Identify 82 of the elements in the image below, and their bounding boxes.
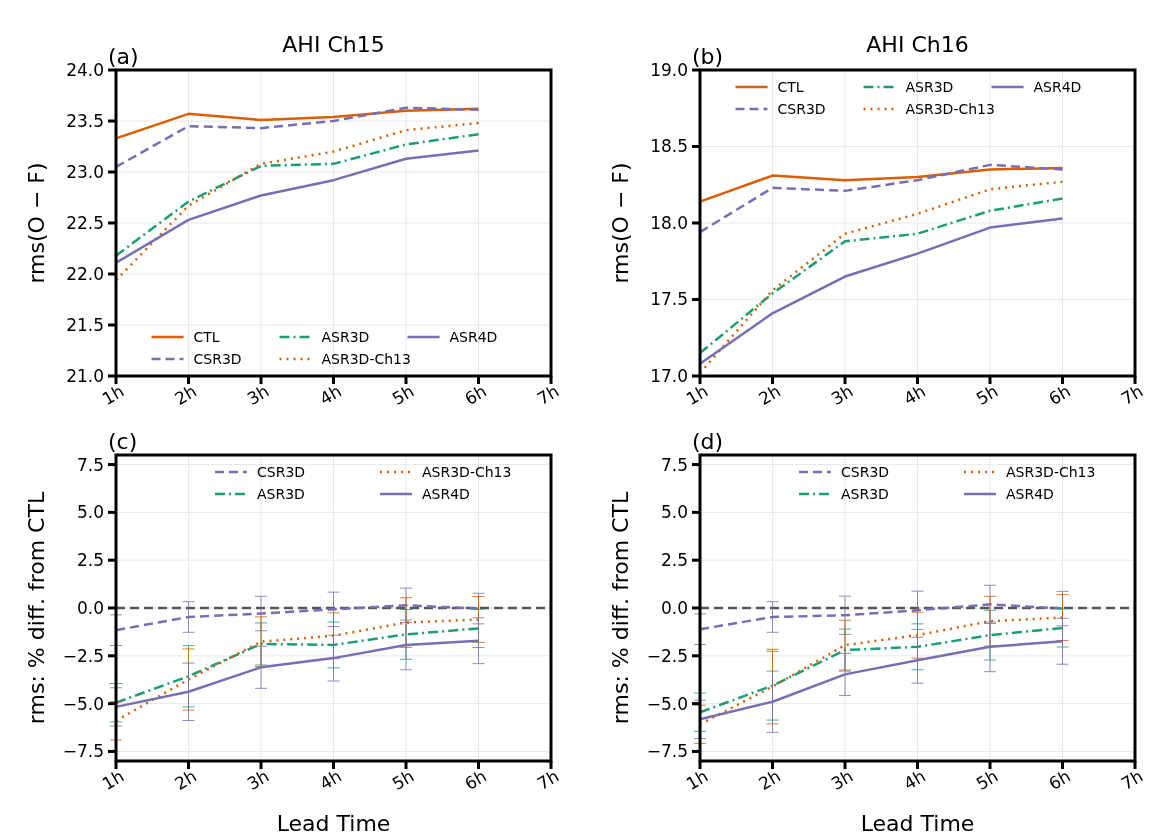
- x-tick-label: 6h: [461, 380, 490, 409]
- x-tick-label: 2h: [171, 380, 200, 409]
- text: (c): [108, 429, 138, 454]
- legend-label: CSR3D: [777, 100, 826, 117]
- legend-label: ASR3D-Ch13: [321, 350, 411, 367]
- x-tick-label: 7h: [1117, 765, 1147, 794]
- y-axis-title: rms(O − F): [24, 162, 49, 284]
- text: (a): [108, 44, 139, 69]
- x-tick-label: 5h: [388, 765, 418, 794]
- y-tick-label: −7.5: [646, 741, 688, 762]
- y-tick-label: 2.5: [76, 550, 104, 571]
- x-tick-label: 4h: [900, 765, 929, 794]
- x-tick-label: 3h: [243, 765, 273, 794]
- y-axis-title: rms(O − F): [608, 162, 633, 284]
- y-tick-label: 7.5: [76, 454, 104, 475]
- chart-title: AHI Ch16: [866, 32, 969, 57]
- x-tick-label: 1h: [682, 765, 712, 794]
- legend-label: ASR3D: [257, 485, 305, 502]
- y-axis-title: rms: % diff. from CTL: [608, 491, 633, 725]
- legend-label: ASR4D: [422, 485, 470, 502]
- legend-label: CSR3D: [193, 350, 242, 367]
- x-axis-title: Lead Time: [276, 811, 391, 836]
- y-axis-title: rms: % diff. from CTL: [24, 491, 49, 725]
- text: (d): [692, 429, 724, 454]
- legend-label: ASR4D: [1006, 485, 1054, 502]
- x-tick-label: 3h: [243, 380, 273, 409]
- x-axis-title: Lead Time: [860, 811, 975, 836]
- legend-label: ASR3D: [841, 485, 889, 502]
- x-tick-label: 4h: [316, 765, 345, 794]
- y-tick-label: 22.0: [66, 263, 104, 284]
- legend-label: ASR3D-Ch13: [905, 100, 995, 117]
- y-tick-label: 23.5: [66, 110, 104, 131]
- y-tick-label: 17.5: [650, 289, 688, 310]
- y-tick-label: 5.0: [660, 502, 688, 523]
- legend-label: CTL: [193, 328, 220, 345]
- y-tick-label: 24.0: [66, 59, 104, 80]
- y-tick-label: 7.5: [660, 454, 688, 475]
- y-tick-label: 23.0: [66, 161, 104, 182]
- legend-label: ASR3D-Ch13: [422, 463, 512, 480]
- y-tick-label: 2.5: [660, 550, 688, 571]
- x-tick-label: 5h: [388, 380, 418, 409]
- x-tick-label: 7h: [533, 380, 563, 409]
- y-tick-label: −2.5: [646, 645, 688, 666]
- x-tick-label: 3h: [827, 765, 857, 794]
- y-tick-label: 0.0: [660, 597, 688, 618]
- legend-label: ASR4D: [449, 328, 498, 345]
- y-tick-label: −7.5: [62, 741, 104, 762]
- legend-label: ASR3D: [905, 78, 954, 95]
- chart-title: AHI Ch15: [282, 32, 385, 57]
- legend-label: ASR4D: [1033, 78, 1082, 95]
- y-tick-label: 21.0: [66, 365, 104, 386]
- x-tick-label: 6h: [461, 765, 490, 794]
- y-tick-label: −5.0: [646, 693, 688, 714]
- y-tick-label: 0.0: [76, 597, 104, 618]
- y-tick-label: −2.5: [62, 645, 104, 666]
- x-tick-label: 5h: [972, 765, 1002, 794]
- legend-label: CSR3D: [257, 463, 306, 480]
- x-tick-label: 7h: [1117, 380, 1147, 409]
- x-tick-label: 5h: [972, 380, 1002, 409]
- x-tick-label: 3h: [827, 380, 857, 409]
- y-tick-label: 17.0: [650, 365, 688, 386]
- text: (b): [692, 44, 724, 69]
- x-tick-label: 2h: [755, 380, 784, 409]
- x-tick-label: 6h: [1045, 765, 1074, 794]
- legend-label: ASR3D: [321, 328, 370, 345]
- x-tick-label: 4h: [316, 380, 345, 409]
- y-tick-label: 21.5: [66, 314, 104, 335]
- legend-label: CTL: [777, 78, 804, 95]
- y-tick-label: 5.0: [76, 502, 104, 523]
- x-tick-label: 1h: [98, 765, 128, 794]
- legend-label: ASR3D-Ch13: [1006, 463, 1096, 480]
- x-tick-label: 4h: [900, 380, 929, 409]
- y-tick-label: −5.0: [62, 693, 104, 714]
- y-tick-label: 18.5: [650, 136, 688, 157]
- x-tick-label: 6h: [1045, 380, 1074, 409]
- x-tick-label: 2h: [755, 765, 784, 794]
- legend-label: CSR3D: [841, 463, 890, 480]
- x-tick-label: 7h: [533, 765, 563, 794]
- y-tick-label: 19.0: [650, 59, 688, 80]
- y-tick-label: 22.5: [66, 212, 104, 233]
- y-tick-label: 18.0: [650, 212, 688, 233]
- x-tick-label: 2h: [171, 765, 200, 794]
